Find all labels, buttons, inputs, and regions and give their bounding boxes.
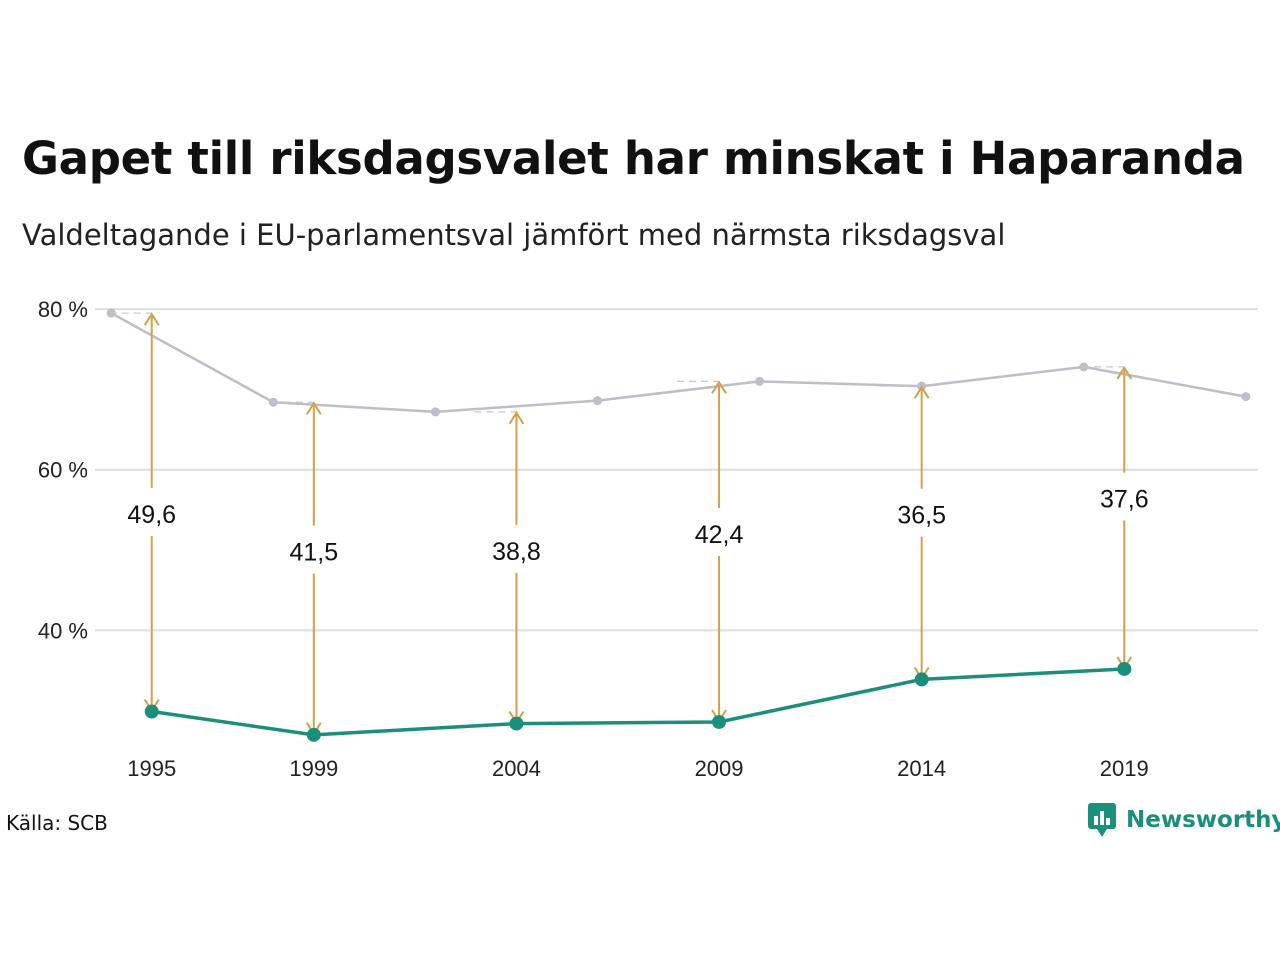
gap-arrowhead-up	[305, 401, 322, 415]
brand-logo: Newsworthy	[1088, 803, 1280, 837]
y-tick-label: 40 %	[38, 618, 88, 643]
gap-arrow-2004: 38,8	[474, 411, 541, 725]
eu-point	[914, 672, 929, 687]
riksdag-point	[1241, 392, 1251, 402]
y-axis-ticks: 40 % 60 % 80 %	[38, 297, 88, 643]
series-riksdag	[106, 308, 1251, 417]
x-tick-label: 1999	[289, 756, 338, 781]
gap-arrowhead-up	[1116, 366, 1133, 380]
gap-arrowhead-up	[913, 385, 930, 399]
eu-point	[144, 704, 159, 719]
gap-arrows: 49,6 41,5 38,8 42,4 36,5 37,6	[109, 312, 1149, 736]
gap-value-label: 36,5	[897, 502, 946, 530]
gap-arrow-2019: 37,6	[1082, 366, 1149, 670]
x-tick-label: 2014	[897, 756, 946, 781]
x-tick-label: 1995	[127, 756, 176, 781]
gap-value-label: 49,6	[127, 501, 176, 529]
gap-arrowhead-up	[143, 312, 160, 326]
riksdag-point	[592, 396, 602, 406]
chart-title: Gapet till riksdagsvalet har minskat i H…	[22, 132, 1245, 185]
x-tick-label: 2009	[695, 756, 744, 781]
riksdag-line	[110, 311, 1247, 414]
series-eu	[144, 661, 1132, 742]
eu-point	[509, 716, 524, 731]
riksdag-point	[430, 407, 440, 417]
gap-arrow-2009: 42,4	[677, 380, 744, 723]
y-tick-label: 80 %	[38, 297, 88, 322]
x-axis-ticks: 1995 1999 2004 2009 2014 2019	[127, 756, 1148, 781]
grid-lines	[95, 308, 1258, 632]
gap-value-label: 37,6	[1100, 486, 1149, 514]
riksdag-point	[755, 376, 765, 386]
x-tick-label: 2019	[1100, 756, 1149, 781]
gap-value-label: 41,5	[289, 539, 338, 567]
gap-arrowhead-up	[508, 411, 525, 425]
chart-subtitle: Valdeltagande i EU-parlamentsval jämfört…	[22, 218, 1006, 252]
x-tick-label: 2004	[492, 756, 541, 781]
eu-point	[712, 714, 727, 729]
y-tick-label: 60 %	[38, 458, 88, 483]
eu-point	[306, 727, 321, 742]
gap-arrow-2014: 36,5	[879, 385, 946, 681]
brand-name: Newsworthy	[1126, 807, 1280, 833]
gap-value-label: 38,8	[492, 538, 541, 566]
eu-line	[151, 667, 1125, 737]
gap-arrow-1995: 49,6	[109, 312, 176, 713]
gap-value-label: 42,4	[695, 521, 744, 549]
source-note: Källa: SCB	[6, 811, 108, 835]
gap-arrowhead-up	[711, 380, 727, 394]
newsworthy-logo-icon	[1088, 803, 1116, 837]
eu-point	[1117, 661, 1132, 676]
gap-arrow-1999: 41,5	[271, 401, 338, 736]
